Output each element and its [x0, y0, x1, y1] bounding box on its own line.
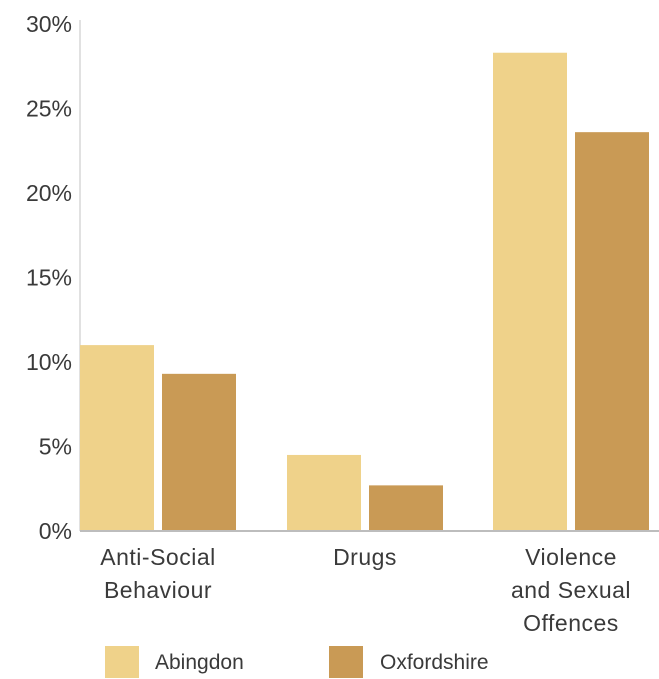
- x-category-label: Drugs: [333, 544, 397, 570]
- y-tick-label: 20%: [26, 180, 72, 206]
- y-tick-label: 10%: [26, 349, 72, 375]
- bar-abingdon-2: [493, 52, 567, 531]
- x-axis: Anti-Social Behaviour Drugs Violence and Sex…: [80, 530, 659, 636]
- legend-label-oxfordshire: Oxfordshire: [380, 651, 489, 674]
- y-tick-label: 25%: [26, 96, 72, 122]
- bar-abingdon-0: [80, 345, 154, 531]
- y-tick-label: 0%: [39, 518, 72, 544]
- y-axis: 0% 5% 10% 15% 20% 25% 30%: [26, 11, 81, 544]
- legend-swatch-abingdon: [105, 646, 139, 678]
- bar-oxfordshire-0: [162, 373, 236, 531]
- bars: [80, 52, 649, 531]
- y-tick-label: 15%: [26, 265, 72, 291]
- x-category-label: Violence: [525, 544, 617, 570]
- legend-label-abingdon: Abingdon: [155, 651, 244, 674]
- x-category-label: and Sexual: [511, 577, 631, 603]
- legend-swatch-oxfordshire: [329, 646, 363, 678]
- bar-oxfordshire-1: [369, 485, 443, 531]
- bar-abingdon-1: [287, 454, 361, 531]
- bar-oxfordshire-2: [575, 132, 649, 531]
- x-category-label: Offences: [523, 610, 619, 636]
- x-category-label: Behaviour: [104, 577, 212, 603]
- x-category-label: Anti-Social: [100, 544, 215, 570]
- y-tick-label: 5%: [39, 434, 72, 460]
- y-tick-label: 30%: [26, 11, 72, 37]
- legend: Abingdon Oxfordshire: [105, 646, 489, 678]
